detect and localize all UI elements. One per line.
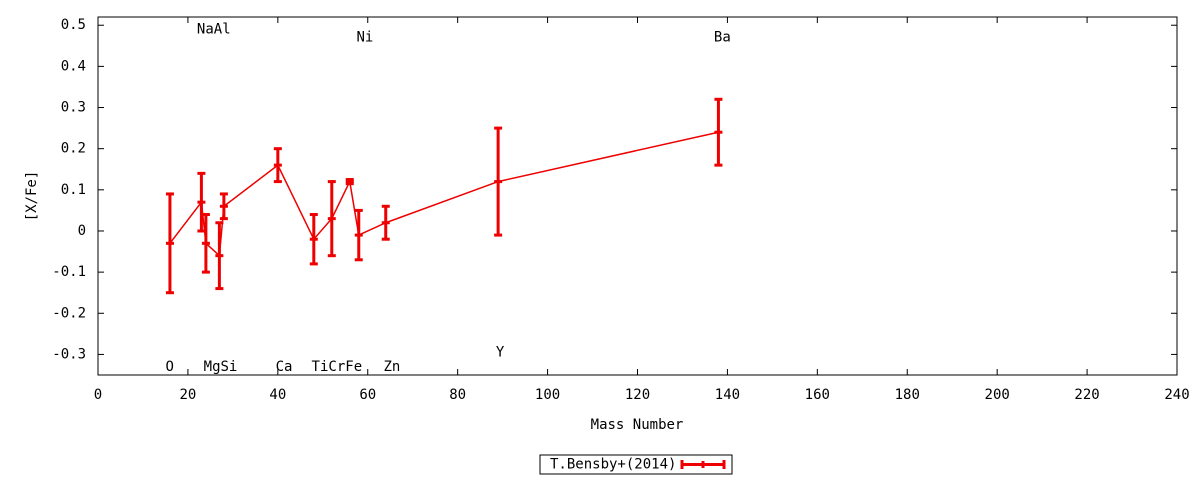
y-tick-label: 0.3 — [61, 100, 86, 116]
annotation: O — [165, 359, 173, 375]
annotation: Ba — [714, 30, 731, 46]
y-tick-label: -0.2 — [52, 305, 86, 321]
error-bar — [494, 126, 503, 237]
y-tick-label: 0.4 — [61, 58, 86, 74]
y-tick-label: -0.3 — [52, 346, 86, 362]
error-bar — [381, 204, 390, 241]
annotation: Ca — [276, 359, 293, 375]
error-bar — [327, 180, 336, 258]
annotation: NaAl — [197, 21, 231, 37]
y-tick-label: 0 — [78, 223, 86, 239]
y-tick-label: 0.5 — [61, 17, 86, 33]
annotation: Ni — [357, 30, 374, 46]
legend-label: T.Bensby+(2014) — [550, 457, 676, 473]
error-bar — [714, 97, 723, 167]
error-bar — [354, 208, 363, 262]
plot-frame — [97, 16, 1178, 376]
series-line — [169, 131, 719, 258]
x-tick-label: 80 — [449, 387, 466, 403]
x-axis-label: Mass Number — [591, 417, 684, 433]
error-bar — [165, 192, 174, 295]
x-tick-label: 160 — [805, 387, 830, 403]
x-tick-label: 240 — [1164, 387, 1189, 403]
x-tick-label: 0 — [94, 387, 102, 403]
x-tick-label: 60 — [359, 387, 376, 403]
error-bar — [345, 178, 354, 186]
x-tick-label: 40 — [269, 387, 286, 403]
error-bar — [219, 192, 228, 221]
x-tick-label: 140 — [715, 387, 740, 403]
y-tick-label: -0.1 — [52, 264, 86, 280]
x-tick-label: 180 — [895, 387, 920, 403]
y-axis-label: [X/Fe] — [24, 171, 40, 222]
annotation: MgSi — [204, 359, 238, 375]
annotation: TiCrFe — [312, 359, 363, 375]
x-tick-label: 120 — [625, 387, 650, 403]
error-bar — [273, 147, 282, 184]
error-bar — [201, 213, 210, 274]
annotation: Zn — [383, 359, 400, 375]
x-tick-label: 100 — [535, 387, 560, 403]
error-bar — [197, 171, 206, 233]
x-tick-label: 220 — [1074, 387, 1099, 403]
annotation: Y — [496, 344, 505, 360]
error-bar — [309, 213, 318, 266]
x-tick-label: 200 — [985, 387, 1010, 403]
error-bar — [215, 221, 224, 291]
y-tick-label: 0.2 — [61, 141, 86, 157]
legend-box — [539, 454, 733, 475]
y-tick-label: 0.1 — [61, 182, 86, 198]
x-tick-label: 20 — [179, 387, 196, 403]
